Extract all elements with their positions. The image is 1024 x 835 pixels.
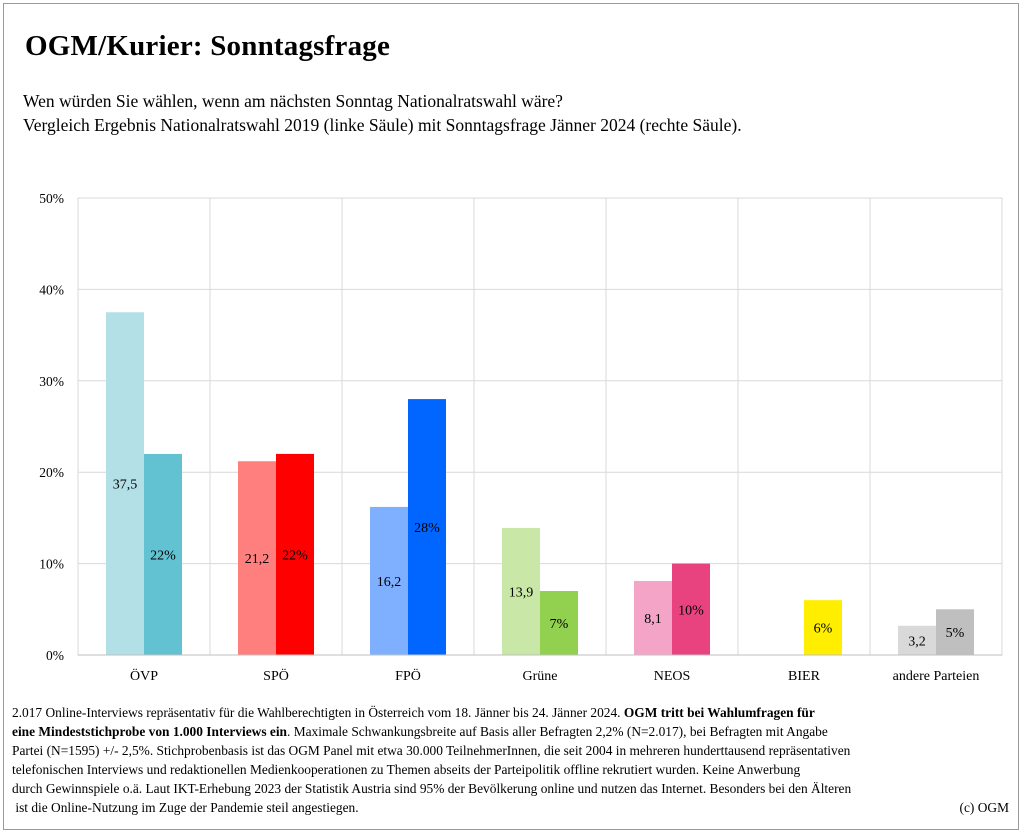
bar	[898, 625, 936, 655]
bar	[370, 506, 408, 655]
footnote-line-2-bold: eine Mindeststichprobe von 1.000 Intervi…	[12, 724, 287, 739]
data-label: 16,2	[377, 575, 402, 590]
data-label: 21,2	[245, 552, 270, 567]
y-tick-label: 40%	[39, 282, 64, 297]
subtitle-line-2: Vergleich Ergebnis Nationalratswahl 2019…	[23, 115, 742, 135]
bar-chart: 0% 10% 20% 30% 40% 50% 37,5 22% ÖVP 21,2 22% SPÖ 16,…	[39, 191, 1003, 684]
data-label: 8,1	[644, 612, 662, 627]
chart-subtitle: Wen würden Sie wählen, wenn am nächsten …	[23, 89, 742, 137]
footnote: 2.017 Online-Interviews repräsentativ fü…	[12, 703, 1012, 817]
data-label: 22%	[150, 548, 176, 563]
data-label: 37,5	[113, 478, 138, 493]
bar	[144, 453, 182, 655]
bar	[276, 453, 314, 655]
chart-title: OGM/Kurier: Sonntagsfrage	[25, 30, 391, 62]
x-tick-label: Grüne	[523, 669, 558, 684]
data-label: 28%	[414, 521, 440, 536]
bar	[804, 600, 842, 655]
y-tick-label: 0%	[46, 648, 64, 663]
bar	[106, 312, 144, 655]
x-tick-label: FPÖ	[395, 667, 421, 684]
subtitle-line-1: Wen würden Sie wählen, wenn am nächsten …	[23, 91, 563, 111]
x-tick-label: SPÖ	[263, 667, 289, 684]
x-tick-label: andere Parteien	[893, 669, 980, 684]
x-tick-label: ÖVP	[130, 667, 158, 684]
x-tick-label: BIER	[788, 669, 821, 684]
data-label: 10%	[678, 603, 704, 618]
footnote-line-2: . Maximale Schwankungsbreite auf Basis a…	[287, 724, 828, 739]
bar	[672, 563, 710, 655]
data-label: 3,2	[908, 634, 926, 649]
bar	[634, 580, 672, 655]
bar	[540, 591, 578, 655]
footnote-line-5: durch Gewinnspiele o.ä. Laut IKT-Erhebun…	[12, 781, 852, 796]
chart-frame	[3, 3, 1019, 830]
bar	[502, 527, 540, 655]
y-tick-label: 20%	[39, 465, 64, 480]
y-tick-label: 50%	[39, 191, 64, 206]
data-label: 7%	[550, 617, 569, 632]
x-tick-label: NEOS	[654, 669, 691, 684]
footnote-line-6: ist die Online-Nutzung im Zuge der Pande…	[12, 800, 359, 815]
data-label: 5%	[946, 626, 965, 641]
footnote-line-1: 2.017 Online-Interviews repräsentativ fü…	[12, 705, 624, 720]
bar	[238, 461, 276, 655]
data-label: 13,9	[509, 585, 534, 600]
bar	[408, 399, 446, 655]
data-label: 6%	[814, 622, 833, 637]
y-tick-label: 30%	[39, 374, 64, 389]
copyright: (c) OGM	[959, 800, 1009, 815]
data-label: 22%	[282, 548, 308, 563]
footnote-line-3: Partei (N=1595) +/- 2,5%. Stichprobenbas…	[12, 743, 851, 758]
y-tick-label: 10%	[39, 557, 64, 572]
footnote-line-4: telefonischen Interviews und redaktionel…	[12, 762, 801, 777]
footnote-line-1-bold: OGM tritt bei Wahlumfragen für	[623, 705, 815, 720]
bar	[936, 609, 974, 655]
